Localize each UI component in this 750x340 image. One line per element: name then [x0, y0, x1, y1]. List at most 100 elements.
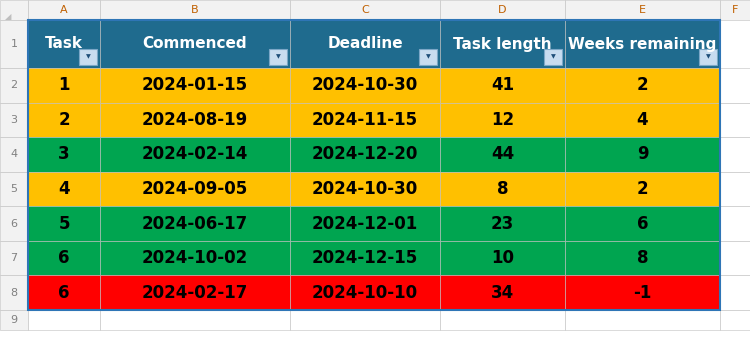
Bar [100, 206, 290, 241]
Bar [100, 0, 290, 20]
Text: B: B [191, 5, 199, 15]
Bar [290, 241, 440, 275]
Bar [28, 137, 100, 172]
Bar [440, 241, 565, 275]
Bar [565, 0, 720, 20]
Bar [565, 310, 720, 330]
Text: 44: 44 [490, 146, 514, 164]
Bar [565, 241, 720, 275]
Text: 9: 9 [637, 146, 648, 164]
Bar [290, 68, 440, 103]
Bar [0, 68, 28, 103]
Bar [28, 0, 100, 20]
Bar [720, 0, 750, 20]
Bar [565, 137, 720, 172]
Bar [290, 310, 440, 330]
Text: 6: 6 [10, 219, 17, 228]
Bar [440, 172, 565, 206]
Bar [720, 241, 750, 275]
Text: 34: 34 [490, 284, 514, 302]
Bar [440, 103, 565, 137]
Text: 10: 10 [491, 249, 514, 267]
Text: D: D [498, 5, 507, 15]
Bar [440, 310, 565, 330]
Text: 5: 5 [10, 184, 17, 194]
Bar [290, 137, 440, 172]
Bar [100, 20, 290, 68]
Bar [419, 49, 437, 65]
Text: 2024-12-15: 2024-12-15 [312, 249, 419, 267]
Bar [100, 275, 290, 310]
Text: 6: 6 [637, 215, 648, 233]
Bar [28, 275, 100, 310]
Bar [0, 20, 28, 68]
Bar [544, 49, 562, 65]
Text: 2024-10-10: 2024-10-10 [312, 284, 418, 302]
Text: 4: 4 [10, 149, 17, 159]
Text: 4: 4 [637, 111, 648, 129]
Text: 5: 5 [58, 215, 70, 233]
Bar [565, 103, 720, 137]
Bar [100, 241, 290, 275]
Text: Task: Task [45, 36, 83, 51]
Text: ◢: ◢ [5, 13, 11, 21]
Text: 2024-06-17: 2024-06-17 [142, 215, 248, 233]
Bar [440, 0, 565, 20]
Bar [440, 275, 565, 310]
Text: 2: 2 [58, 111, 70, 129]
Text: 2024-10-30: 2024-10-30 [312, 180, 419, 198]
Text: 8: 8 [10, 288, 17, 298]
Text: ▼: ▼ [276, 54, 280, 59]
Bar [290, 275, 440, 310]
Bar [440, 206, 565, 241]
Bar [0, 103, 28, 137]
Text: E: E [639, 5, 646, 15]
Text: 2024-02-17: 2024-02-17 [142, 284, 248, 302]
Text: ▼: ▼ [706, 54, 710, 59]
Bar [100, 137, 290, 172]
Text: 7: 7 [10, 253, 17, 263]
Text: 1: 1 [58, 76, 70, 94]
Bar [28, 172, 100, 206]
Text: 2024-09-05: 2024-09-05 [142, 180, 248, 198]
Bar [100, 68, 290, 103]
Text: 2: 2 [637, 180, 648, 198]
Bar [565, 206, 720, 241]
Text: 2024-11-15: 2024-11-15 [312, 111, 418, 129]
Bar [565, 275, 720, 310]
Bar [0, 241, 28, 275]
Bar [699, 49, 717, 65]
Bar [290, 206, 440, 241]
Bar [720, 103, 750, 137]
Text: 2024-02-14: 2024-02-14 [142, 146, 248, 164]
Text: -1: -1 [633, 284, 652, 302]
Bar [100, 103, 290, 137]
Bar [720, 172, 750, 206]
Text: 2: 2 [10, 80, 17, 90]
Text: C: C [362, 5, 369, 15]
Bar [100, 310, 290, 330]
Text: 41: 41 [491, 76, 514, 94]
Text: 2024-10-02: 2024-10-02 [142, 249, 248, 267]
Text: 8: 8 [637, 249, 648, 267]
Text: 3: 3 [58, 146, 70, 164]
Bar [28, 20, 720, 310]
Bar [0, 206, 28, 241]
Bar [0, 137, 28, 172]
Text: ▼: ▼ [86, 54, 90, 59]
Text: 2024-12-01: 2024-12-01 [312, 215, 419, 233]
Bar [440, 137, 565, 172]
Bar [28, 20, 100, 68]
Text: Weeks remaining: Weeks remaining [568, 36, 717, 51]
Text: ▼: ▼ [426, 54, 430, 59]
Text: 4: 4 [58, 180, 70, 198]
Text: 2: 2 [637, 76, 648, 94]
Bar [28, 310, 100, 330]
Bar [0, 172, 28, 206]
Text: 2024-10-30: 2024-10-30 [312, 76, 419, 94]
Bar [720, 310, 750, 330]
Text: Deadline: Deadline [327, 36, 403, 51]
Bar [720, 275, 750, 310]
Text: 23: 23 [490, 215, 514, 233]
Text: 6: 6 [58, 284, 70, 302]
